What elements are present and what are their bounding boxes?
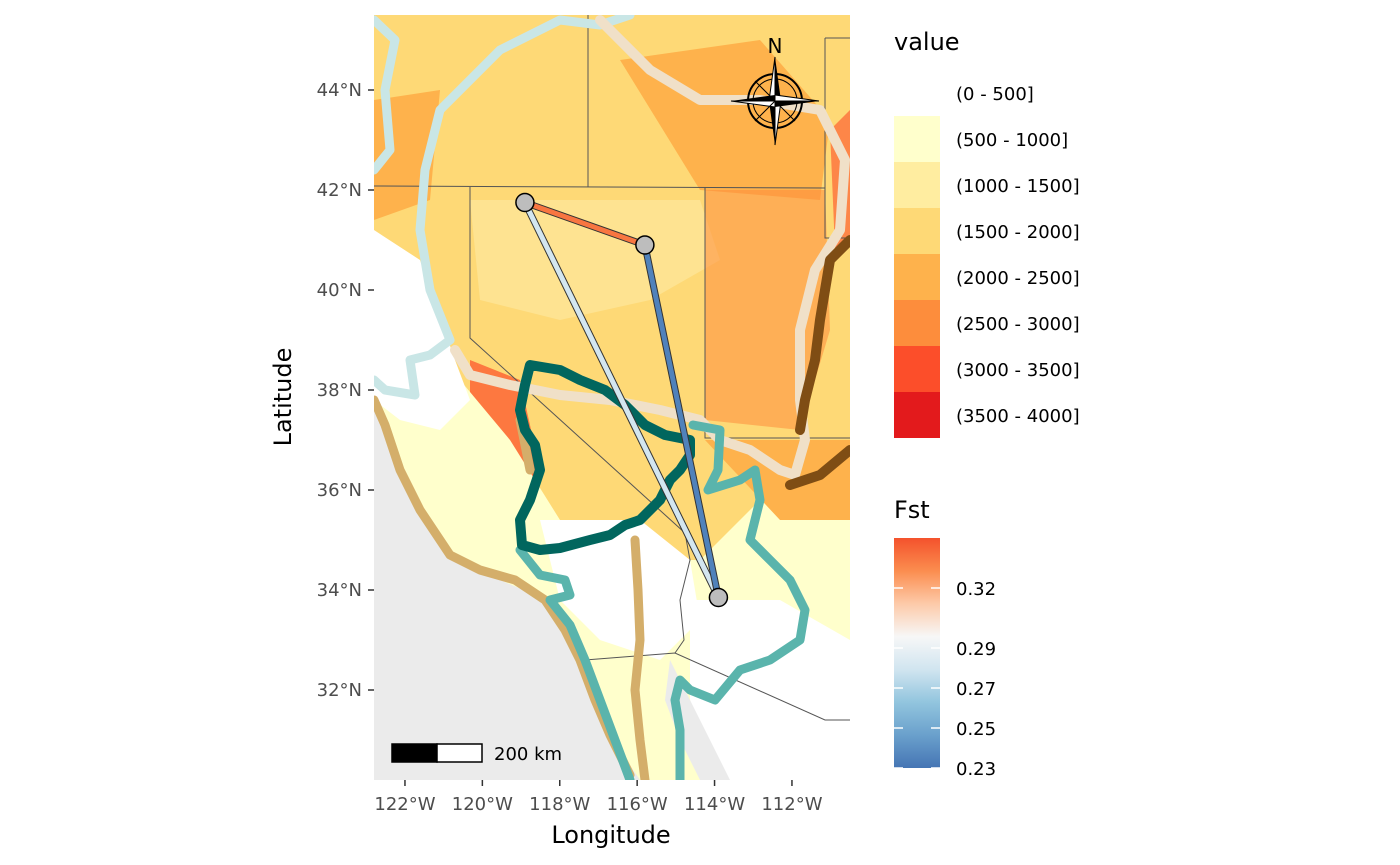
fst-edge xyxy=(642,242,721,600)
x-axis: 122°W 120°W 118°W 116°W 114°W 112°W xyxy=(374,780,823,815)
legend-value-label: (3500 - 4000] xyxy=(956,406,1080,427)
fst-tick-label: 0.27 xyxy=(956,679,996,700)
y-tick-label: 38°N xyxy=(317,380,362,401)
x-tick-label: 112°W xyxy=(761,794,822,815)
legend-value-swatch xyxy=(894,208,940,254)
legend-value-label: (2000 - 2500] xyxy=(956,268,1080,289)
range-beige xyxy=(450,15,850,480)
legend-fst-colorbar xyxy=(894,538,940,768)
legend-value-swatch xyxy=(894,300,940,346)
legend-value-label: (3000 - 3500] xyxy=(956,360,1080,381)
fst-tick-label: 0.25 xyxy=(956,719,996,740)
north-arrow: N xyxy=(730,34,820,146)
legend-value-label: (0 - 500] xyxy=(956,84,1034,105)
elevation-central-valley xyxy=(374,230,470,430)
scale-bar-label: 200 km xyxy=(494,744,562,765)
north-label: N xyxy=(768,34,783,58)
legend-value-swatch xyxy=(894,162,940,208)
sample-site-point xyxy=(515,192,535,213)
map-panel: N 200 km xyxy=(374,15,850,780)
fst-tick-label: 0.29 xyxy=(956,639,996,660)
legend-value-swatch xyxy=(894,346,940,392)
range-teal xyxy=(515,420,810,780)
elevation-sonoran xyxy=(690,600,850,780)
fst-tick-label: 0.32 xyxy=(956,579,996,600)
sample-sites xyxy=(515,192,729,608)
y-axis-title: Latitude xyxy=(269,348,297,447)
legend-value: value (0 - 500] (500 - 1000] (1000 - 1500]… xyxy=(894,28,1080,438)
legend-value-label: (2500 - 3000] xyxy=(956,314,1080,335)
y-axis: 44°N 42°N 40°N 38°N 36°N 34°N 32°N xyxy=(317,80,374,701)
x-tick-label: 118°W xyxy=(529,794,590,815)
elevation-colorado-plateau xyxy=(705,440,850,520)
legend-fst-title: Fst xyxy=(894,496,930,524)
x-axis-title: Longitude xyxy=(551,821,670,849)
range-brown xyxy=(785,235,850,490)
sample-site-point xyxy=(708,587,729,608)
y-tick-label: 44°N xyxy=(317,80,362,101)
legend-value-label: (1000 - 1500] xyxy=(956,176,1080,197)
elevation-mojave xyxy=(540,520,700,660)
sample-site-point xyxy=(635,235,655,255)
fst-edges xyxy=(521,199,722,601)
legend-value-label: (1500 - 2000] xyxy=(956,222,1080,243)
range-light-cyan xyxy=(374,15,635,400)
legend-value-swatch xyxy=(894,392,940,438)
y-tick-label: 40°N xyxy=(317,280,362,301)
legend-value-swatch xyxy=(894,116,940,162)
y-tick-label: 34°N xyxy=(317,580,362,601)
legend-value-title: value xyxy=(894,28,960,56)
y-tick-label: 32°N xyxy=(317,680,362,701)
legend-value-swatch xyxy=(894,254,940,300)
legend-value-swatch xyxy=(894,70,940,116)
y-tick-label: 36°N xyxy=(317,480,362,501)
range-outlines xyxy=(374,15,850,780)
fst-tick-label: 0.23 xyxy=(956,759,996,780)
x-tick-label: 120°W xyxy=(452,794,513,815)
legend-value-label: (500 - 1000] xyxy=(956,130,1068,151)
legend-fst: Fst 0.32 0.29 0.27 0.25 0.23 xyxy=(894,496,996,780)
range-dark-teal xyxy=(515,360,695,555)
y-tick-label: 42°N xyxy=(317,180,362,201)
fst-edge xyxy=(522,200,721,600)
x-tick-label: 122°W xyxy=(374,794,435,815)
ocean xyxy=(374,410,640,780)
scale-bar: 200 km xyxy=(391,743,562,765)
x-tick-label: 116°W xyxy=(607,794,668,815)
fst-edge xyxy=(522,200,648,248)
x-tick-label: 114°W xyxy=(684,794,745,815)
